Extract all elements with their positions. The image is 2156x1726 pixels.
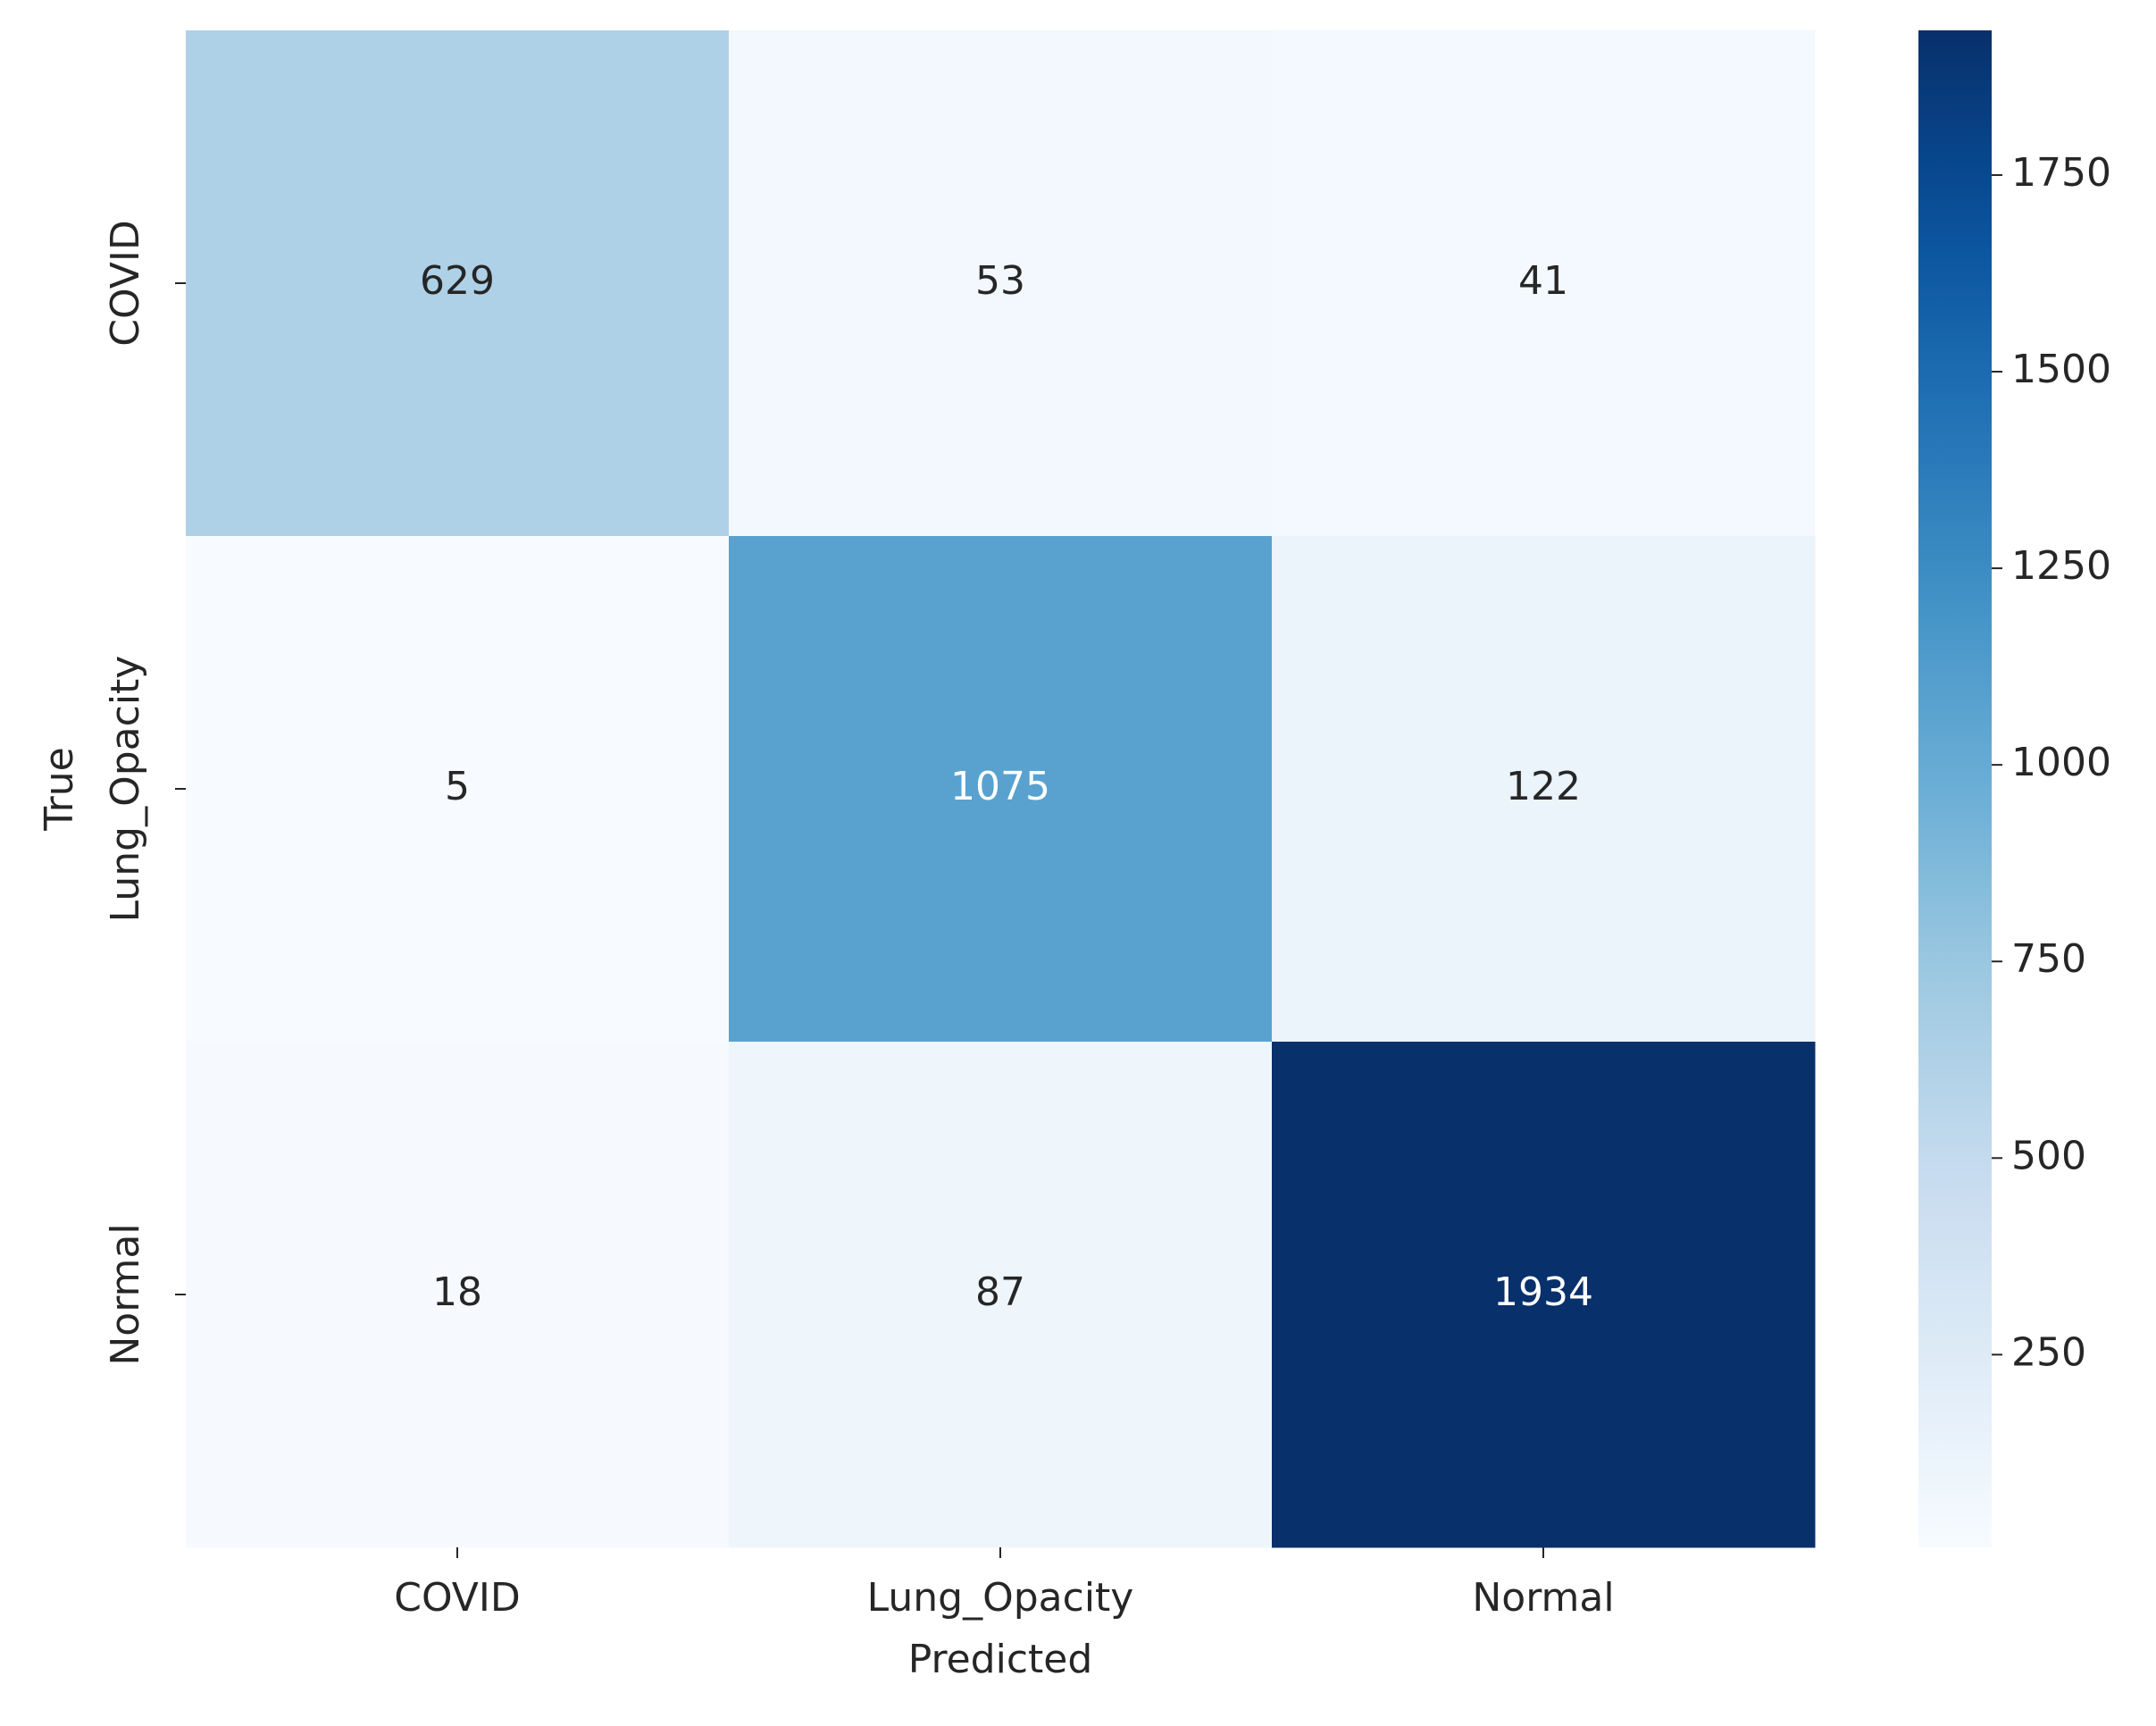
cell-label: 53 — [975, 258, 1025, 304]
y-tick-label: Lung_Opacity — [103, 656, 148, 923]
x-tick-label: Normal — [1472, 1575, 1614, 1621]
y-tick-label: Normal — [103, 1223, 148, 1365]
colorbar-tick-label: 500 — [2011, 1133, 2086, 1178]
x-axis-label: Predicted — [908, 1637, 1093, 1682]
y-axis-label: True — [37, 747, 82, 831]
colorbar-tick-label: 250 — [2011, 1329, 2086, 1375]
colorbar-tick-label: 1750 — [2011, 150, 2111, 196]
colorbar-tick-label: 1000 — [2011, 740, 2111, 785]
heatmap-cell — [186, 30, 730, 537]
cell-label: 18 — [432, 1269, 482, 1315]
colorbar-tick-label: 750 — [2011, 936, 2086, 982]
colorbar-tick-label: 1250 — [2011, 543, 2111, 589]
cell-label: 122 — [1506, 764, 1581, 809]
cell-label: 41 — [1518, 258, 1568, 304]
cell-label: 1934 — [1493, 1269, 1593, 1315]
colorbar-tick-label: 1500 — [2011, 347, 2111, 392]
x-tick-label: Lung_Opacity — [867, 1575, 1134, 1621]
heatmap-cell — [1272, 536, 1816, 1043]
heatmap-cell — [729, 1042, 1273, 1548]
heatmap-cell — [186, 1042, 730, 1548]
cell-label: 5 — [445, 764, 470, 809]
cell-label: 87 — [975, 1269, 1025, 1315]
cell-label: 629 — [420, 258, 495, 304]
cell-label: 1075 — [950, 764, 1050, 809]
heatmap-cell — [186, 536, 730, 1043]
heatmap-cell — [729, 30, 1273, 537]
colorbar — [1918, 30, 1992, 1547]
heatmap-cell — [1272, 1042, 1816, 1548]
heatmap-cell — [1272, 30, 1816, 537]
heatmap-cell — [729, 536, 1273, 1043]
y-tick-label: COVID — [103, 220, 148, 347]
x-tick-label: COVID — [394, 1575, 521, 1621]
